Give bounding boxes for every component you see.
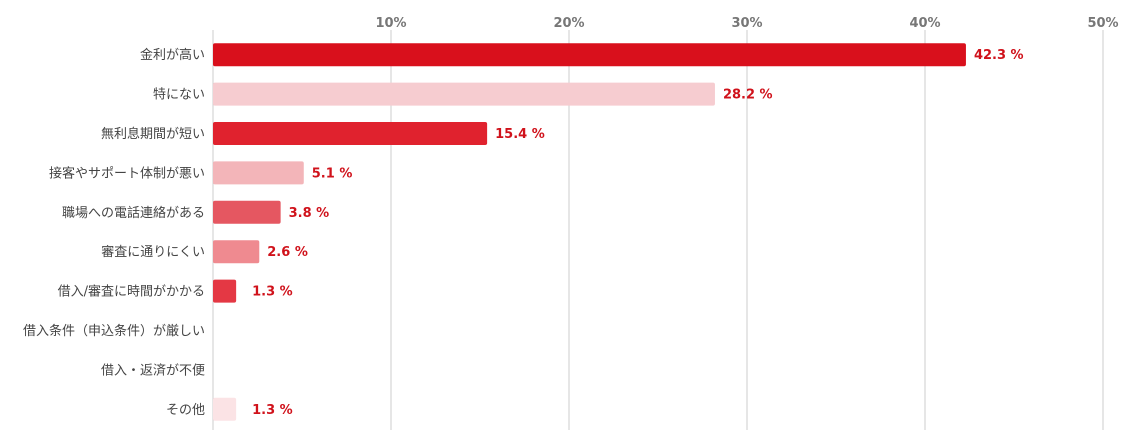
- x-tick-label: 40%: [909, 16, 940, 31]
- category-label: 職場への電話連絡がある: [62, 205, 205, 221]
- value-label: 5.1 %: [312, 166, 353, 181]
- bar: [213, 200, 281, 224]
- value-label: 3.8 %: [289, 206, 330, 221]
- value-label: 42.3 %: [974, 48, 1024, 63]
- category-label: 借入/審査に時間がかかる: [58, 285, 205, 300]
- bar: [213, 82, 715, 106]
- bar: [213, 161, 304, 185]
- bar: [213, 122, 488, 145]
- category-label: 借入条件（申込条件）が厳しい: [23, 323, 205, 339]
- value-labels: 42.3 % 28.2 % 15.4 % 5.1 % 3.8 % 2.6 % 1.3 % 1.…: [252, 48, 1023, 418]
- x-tick-label: 20%: [553, 16, 584, 31]
- bar: [213, 43, 966, 67]
- x-tick-label: 10%: [375, 16, 406, 31]
- value-label: 28.2 %: [723, 88, 773, 103]
- category-labels: 金利が高い特にない無利息期間が短い接客やサポート体制が悪い職場への電話連絡がある…: [23, 47, 205, 418]
- value-label: 1.3 %: [252, 285, 293, 300]
- value-label: 2.6 %: [267, 245, 308, 260]
- category-label: 借入・返済が不便: [101, 362, 205, 378]
- category-label: 審査に通りにくい: [101, 245, 205, 260]
- bars: [213, 43, 966, 421]
- category-label: 無利息期間が短い: [101, 126, 205, 142]
- bar: [213, 279, 237, 303]
- category-label: 接客やサポート体制が悪い: [49, 165, 205, 181]
- category-label: その他: [166, 403, 205, 418]
- x-axis-tick-labels: 10% 20% 30% 40% 50%: [375, 16, 1118, 31]
- bar: [213, 240, 260, 264]
- x-tick-label: 50%: [1087, 16, 1118, 31]
- bar: [213, 397, 237, 421]
- value-label: 15.4 %: [495, 127, 545, 142]
- x-tick-label: 30%: [731, 16, 762, 31]
- category-label: 金利が高い: [140, 47, 205, 63]
- category-label: 特にない: [153, 88, 205, 103]
- value-label: 1.3 %: [252, 403, 293, 418]
